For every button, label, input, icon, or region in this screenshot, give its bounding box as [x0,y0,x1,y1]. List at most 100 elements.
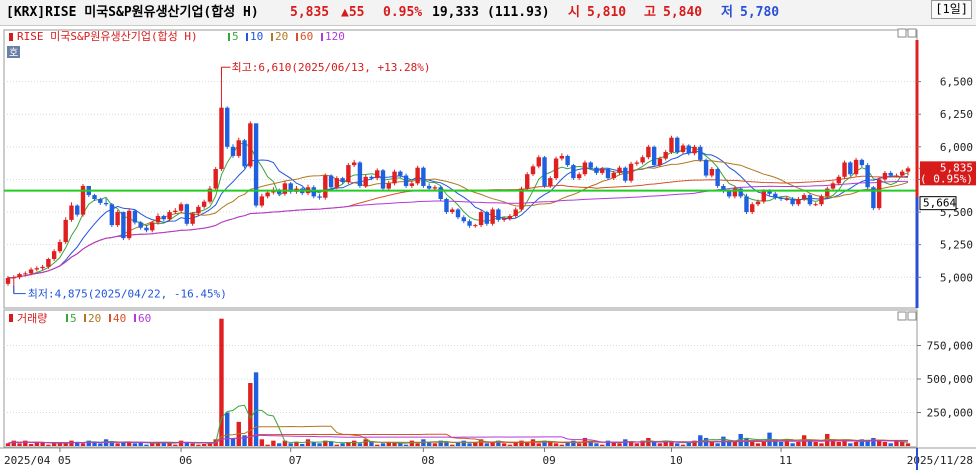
candle-body [334,178,340,188]
volume-bar [328,441,334,446]
candle-body [5,277,11,284]
candle-body [501,218,507,220]
volume-bar [813,441,818,446]
candlesticks [5,66,911,295]
volume-bar [530,439,536,446]
volume-ma-legend-label: 40 [113,312,126,325]
volume-bar [796,441,801,446]
ma-legend-swatch [246,33,248,41]
hoga-button[interactable] [7,46,20,58]
volume-bar [259,439,265,446]
candle-body [871,187,876,209]
volume-bar [686,441,691,446]
current-price: 5,835 [290,5,330,20]
ma-legend-label: 120 [325,30,345,43]
x-axis-label: 2025/04 [4,454,51,467]
volume-bar [611,441,616,446]
volume-panel-close-button[interactable] [907,311,917,321]
x-axis-label: 2025/11/28 [907,454,973,467]
volume-bar [490,441,495,446]
candle-body [386,183,391,189]
volume-bar [380,443,386,446]
candle-body [351,162,357,166]
candle-body [432,187,438,189]
volume-panel-minimize-button[interactable] [897,311,907,321]
volume-bar [576,443,582,446]
candle-body [894,175,899,177]
candle-body [744,196,749,213]
volume-bar [709,441,715,446]
volume-bar [467,443,472,446]
period-button[interactable]: [1일] [931,0,972,19]
candle-body [905,168,911,172]
ma-legend-label: 60 [300,30,313,43]
volume-bar [23,440,28,446]
candle-body [761,191,766,202]
candle-body [230,146,236,156]
volume-bar [484,443,490,446]
candle-body [196,206,201,214]
candle-body [461,217,466,222]
candle-body [144,227,149,231]
price-tick-label: 6,250 [940,108,973,121]
candle-body [288,183,293,192]
current-price-tag-value: 5,835 [940,161,973,174]
candle-body [732,188,738,197]
volume-bar [680,444,686,446]
volume-bar [900,441,905,446]
candle-body [225,107,230,147]
price-gridlines [4,81,917,278]
price-change: ▲55 [341,5,365,20]
candle-body [525,174,530,189]
reference-line-tag [919,196,957,211]
candle-body [357,162,363,186]
volume-bar [392,441,397,446]
x-axis-label: 10 [669,454,682,467]
volume-bar [155,441,161,446]
volume-bar [461,440,466,446]
volume-bar [80,443,86,446]
candle-body [490,209,495,224]
volume-bar [386,441,391,446]
candle-body [640,157,645,163]
volume-bar [46,444,51,446]
ma-legend-swatch [321,33,323,41]
volume-bar [311,441,316,446]
candle-body [634,162,640,164]
volume-ma-legend-swatch [109,314,111,322]
candle-body [623,167,628,181]
price-panel-close-button[interactable] [907,28,917,38]
candle-body [680,145,686,153]
volume-bar [294,441,299,446]
volume-bar [634,443,640,446]
candle-body [559,155,565,159]
volume-bar [542,440,547,446]
candle-body [790,199,795,205]
candle-body [830,183,836,189]
volume-bar [594,443,599,446]
candle-body [565,155,570,166]
candle-body [40,266,45,269]
candle-body [726,191,732,197]
candle-body [317,196,322,198]
volume-bar [357,443,363,446]
candle-body [536,157,541,167]
volume-bar [519,440,524,446]
candle-body [184,204,190,224]
volume-bar [323,440,328,446]
volume-bar [5,443,11,446]
candle-body [51,251,57,260]
volume-bar [75,441,80,446]
volume-bar [340,443,345,446]
candle-body [617,167,622,173]
volume-bar [17,443,22,446]
price-panel-minimize-button[interactable] [897,28,907,38]
candle-body [11,277,16,279]
volume-bar [501,443,507,446]
candle-body [403,175,409,186]
volume-bar [865,440,870,446]
x-axis-label: 09 [543,454,556,467]
candle-body [34,268,40,270]
candle-body [167,212,172,220]
